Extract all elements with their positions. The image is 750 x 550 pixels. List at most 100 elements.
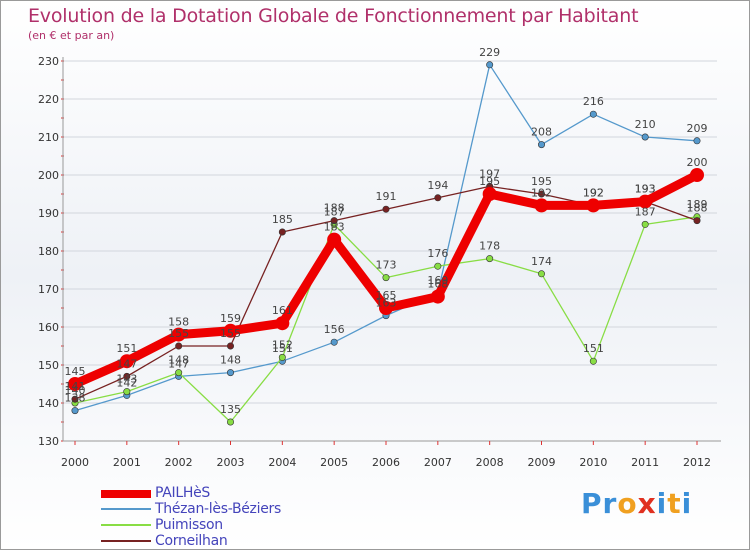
x-tick-label-2012: 2012 xyxy=(683,456,711,469)
data-label-2-2006: 173 xyxy=(376,259,397,272)
data-label-0-2009: 192 xyxy=(531,186,552,199)
data-label-0-2007: 168 xyxy=(427,278,448,291)
series-point-0-2000 xyxy=(68,377,82,391)
y-tick-label-160: 160 xyxy=(38,321,59,334)
legend-label-pailhes: PAILHèS xyxy=(155,485,210,501)
series-point-3-2007 xyxy=(434,194,442,202)
series-point-0-2012 xyxy=(690,168,704,182)
data-label-2-2011: 187 xyxy=(635,205,656,218)
y-tick-label-190: 190 xyxy=(38,207,59,220)
y-tick-label-200: 200 xyxy=(38,169,59,182)
legend-swatch-pailhes xyxy=(101,490,151,498)
series-point-1-2003 xyxy=(227,369,235,377)
series-point-3-2004 xyxy=(278,228,286,236)
series-point-2-2010 xyxy=(589,357,597,365)
series-point-0-2006 xyxy=(379,301,393,315)
series-point-0-2010 xyxy=(586,198,601,213)
series-point-1-2010 xyxy=(589,110,597,118)
data-label-0-2000: 145 xyxy=(65,365,86,378)
proxiti-logo: Proxiti xyxy=(581,487,692,520)
y-tick-label-230: 230 xyxy=(38,55,59,68)
series-point-1-2005 xyxy=(330,338,338,346)
data-label-1-2001: 142 xyxy=(116,376,137,389)
legend-swatch-puimisson xyxy=(101,524,151,526)
series-point-3-2012 xyxy=(693,217,701,225)
data-label-0-2008: 195 xyxy=(479,175,500,188)
y-tick-label-140: 140 xyxy=(38,397,59,410)
data-label-3-2009: 195 xyxy=(531,175,552,188)
data-label-0-2004: 161 xyxy=(272,304,293,317)
y-tick-label-180: 180 xyxy=(38,245,59,258)
data-label-2-2008: 178 xyxy=(479,240,500,253)
series-point-3-2002 xyxy=(175,342,183,350)
series-point-3-2001 xyxy=(123,372,131,380)
logo-letter: P xyxy=(581,487,603,520)
x-tick-label-2009: 2009 xyxy=(528,456,556,469)
series-point-0-2001 xyxy=(119,354,134,369)
data-label-0-2005: 183 xyxy=(324,221,345,234)
data-label-0-2006: 165 xyxy=(376,289,397,302)
data-label-3-2010: 192 xyxy=(583,186,604,199)
x-tick-label-2006: 2006 xyxy=(372,456,400,469)
legend-item-3: Puimisson xyxy=(101,517,361,534)
chart-subtitle: (en € et par an) xyxy=(28,29,115,42)
data-label-2-2007: 176 xyxy=(427,247,448,260)
data-label-3-2012: 188 xyxy=(687,202,708,215)
x-tick-label-2001: 2001 xyxy=(113,456,141,469)
series-point-2-2001 xyxy=(123,388,131,396)
series-point-3-2003 xyxy=(227,342,235,350)
data-label-2-2003: 135 xyxy=(220,403,241,416)
data-label-2-2009: 174 xyxy=(531,255,552,268)
legend: PAILHèS Thézan-lès-Béziers Puimisson Cor… xyxy=(101,485,361,549)
legend-label-puimisson: Puimisson xyxy=(155,517,223,533)
data-label-3-2004: 185 xyxy=(272,213,293,226)
data-label-2-2012: 189 xyxy=(687,198,708,211)
data-label-3-2006: 191 xyxy=(376,190,397,203)
data-label-3-2000: 141 xyxy=(65,380,86,393)
data-label-1-2000: 138 xyxy=(65,392,86,405)
series-point-1-2008 xyxy=(486,61,494,69)
y-tick-label-220: 220 xyxy=(38,93,59,106)
chart-title: Evolution de la Dotation Globale de Fonc… xyxy=(28,5,639,27)
series-point-1-2000 xyxy=(71,407,79,415)
x-tick-label-2007: 2007 xyxy=(424,456,452,469)
data-label-2-2005: 187 xyxy=(324,205,345,218)
legend-item-4: Corneilhan xyxy=(101,533,361,549)
data-label-3-2007: 194 xyxy=(427,179,448,192)
legend-swatch-corneilhan xyxy=(101,540,151,542)
data-label-1-2012: 209 xyxy=(687,122,708,135)
data-label-3-2001: 147 xyxy=(116,357,137,370)
data-label-2-2010: 151 xyxy=(583,342,604,355)
x-tick-label-2000: 2000 xyxy=(61,456,89,469)
x-tick-label-2004: 2004 xyxy=(268,456,296,469)
data-label-1-2005: 156 xyxy=(324,323,345,336)
series-point-0-2004 xyxy=(275,316,290,331)
data-label-0-2011: 193 xyxy=(635,183,656,196)
data-label-2-2002: 148 xyxy=(168,354,189,367)
legend-label-thezan: Thézan-lès-Béziers xyxy=(155,501,281,517)
series-point-0-2007 xyxy=(430,289,445,304)
y-tick-label-150: 150 xyxy=(38,359,59,372)
series-point-2-2008 xyxy=(486,255,494,263)
data-label-1-2009: 208 xyxy=(531,126,552,139)
data-label-0-2002: 158 xyxy=(168,316,189,329)
data-label-3-2003: 155 xyxy=(220,327,241,340)
x-tick-label-2003: 2003 xyxy=(217,456,245,469)
legend-label-corneilhan: Corneilhan xyxy=(155,533,228,549)
series-point-1-2009 xyxy=(537,141,545,149)
data-label-1-2011: 210 xyxy=(635,118,656,131)
series-point-2-2004 xyxy=(278,353,286,361)
data-label-3-2008: 197 xyxy=(479,167,500,180)
data-label-0-2010: 192 xyxy=(583,186,604,199)
data-label-1-2008: 229 xyxy=(479,46,500,59)
logo-letter: t xyxy=(667,487,682,520)
series-point-0-2011 xyxy=(638,194,653,209)
data-label-3-2011: 193 xyxy=(635,183,656,196)
y-tick-label-210: 210 xyxy=(38,131,59,144)
series-point-2-2002 xyxy=(175,369,183,377)
series-point-1-2012 xyxy=(693,137,701,145)
logo-letter: o xyxy=(617,487,638,520)
series-point-2-2011 xyxy=(641,220,649,228)
